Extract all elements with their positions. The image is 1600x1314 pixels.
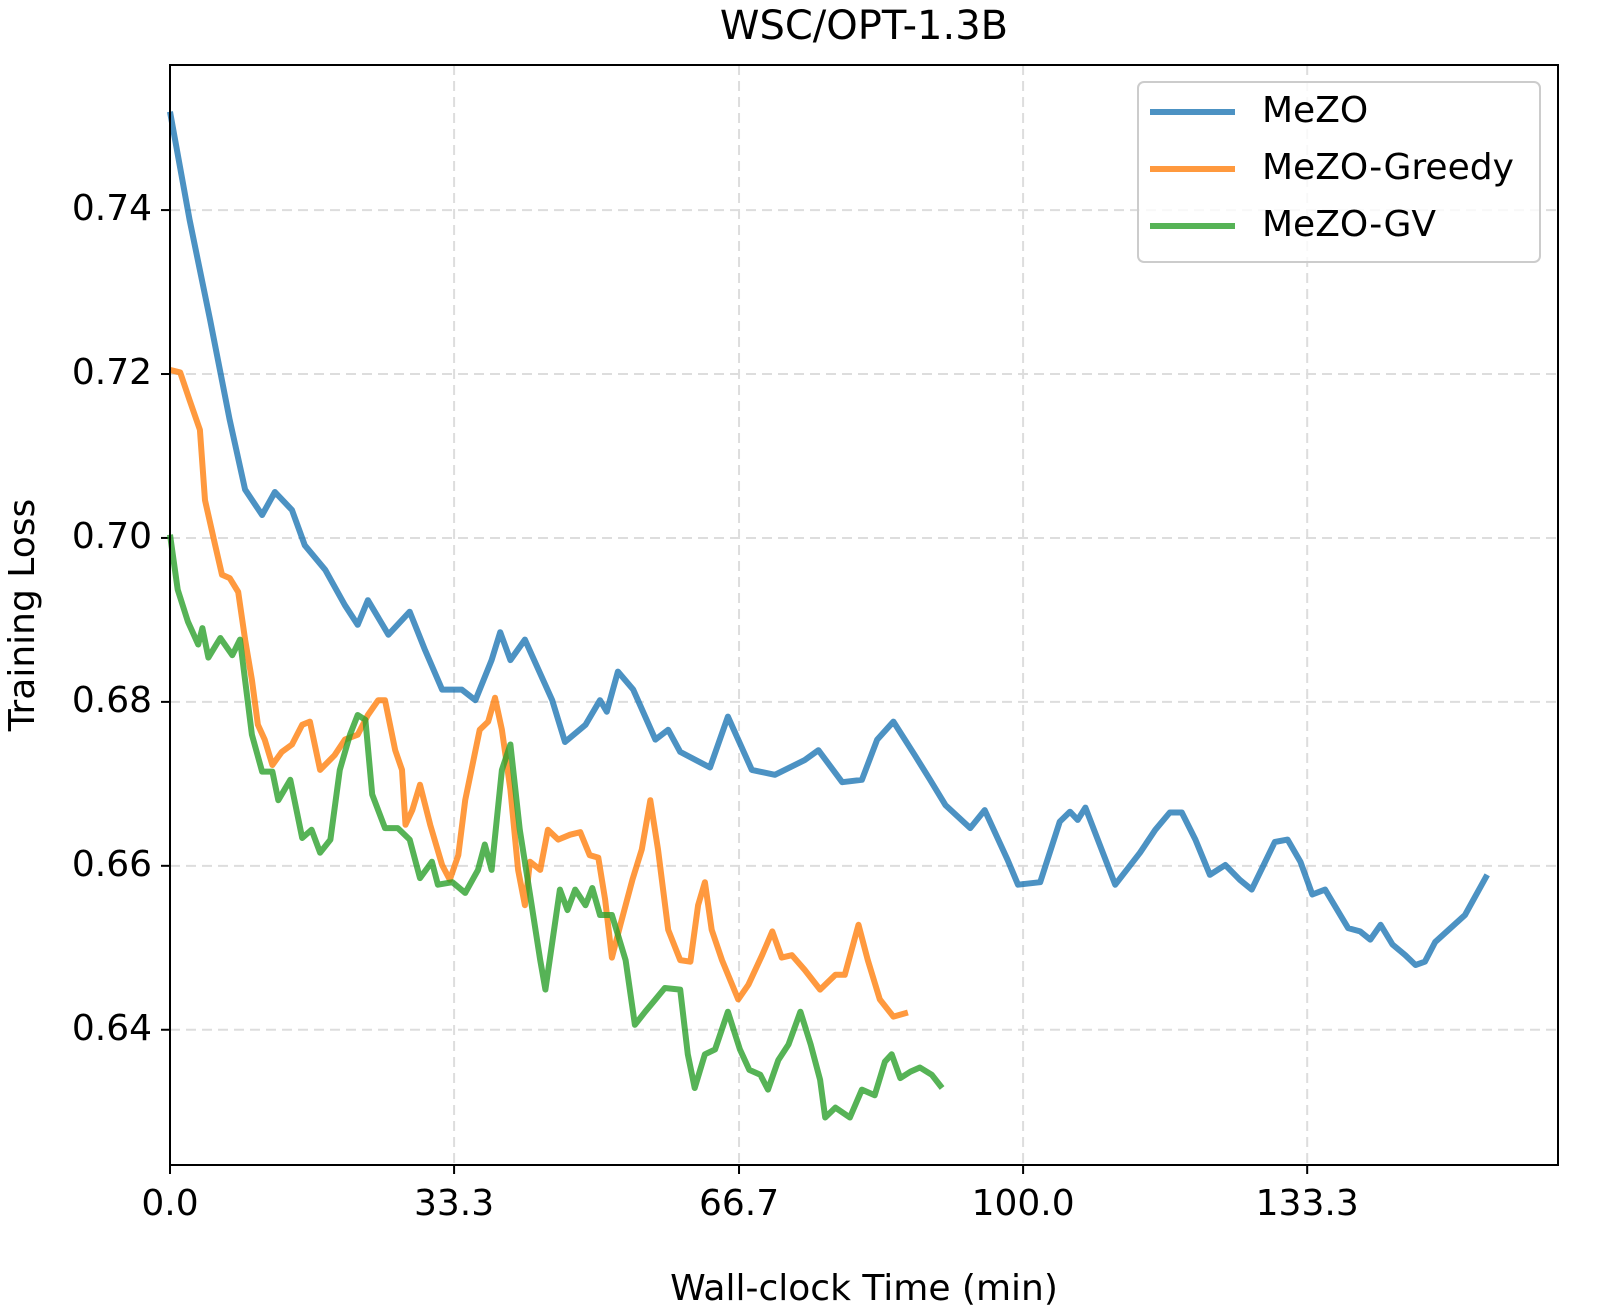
y-tick-label: 0.72 [72, 352, 152, 393]
y-tick-label: 0.66 [72, 844, 152, 885]
x-axis-label: Wall-clock Time (min) [670, 1268, 1058, 1309]
y-tick-label: 0.74 [72, 188, 152, 229]
y-tick-label: 0.64 [72, 1008, 152, 1049]
legend-label: MeZO-Greedy [1262, 147, 1514, 188]
legend: MeZO MeZO-Greedy MeZO-GV [1137, 81, 1541, 263]
x-tick-label: 33.3 [414, 1183, 494, 1224]
series-line [167, 534, 945, 1121]
legend-label: MeZO-GV [1262, 204, 1436, 245]
x-tick-label: 66.7 [699, 1183, 779, 1224]
series-line [167, 111, 1490, 968]
x-tick-label: 100.0 [972, 1183, 1075, 1224]
y-axis-label: Training Loss [2, 499, 43, 732]
y-tick-label: 0.68 [72, 680, 152, 721]
x-tick-label: 0.0 [141, 1183, 198, 1224]
legend-label: MeZO [1262, 90, 1368, 131]
series-line [169, 366, 909, 1020]
plot-frame [169, 64, 1559, 1166]
x-tick-label: 133.3 [1256, 1183, 1359, 1224]
legend-box [1137, 81, 1541, 263]
chart-title: WSC/OPT-1.3B [720, 3, 1008, 49]
y-tick-label: 0.70 [72, 516, 152, 557]
